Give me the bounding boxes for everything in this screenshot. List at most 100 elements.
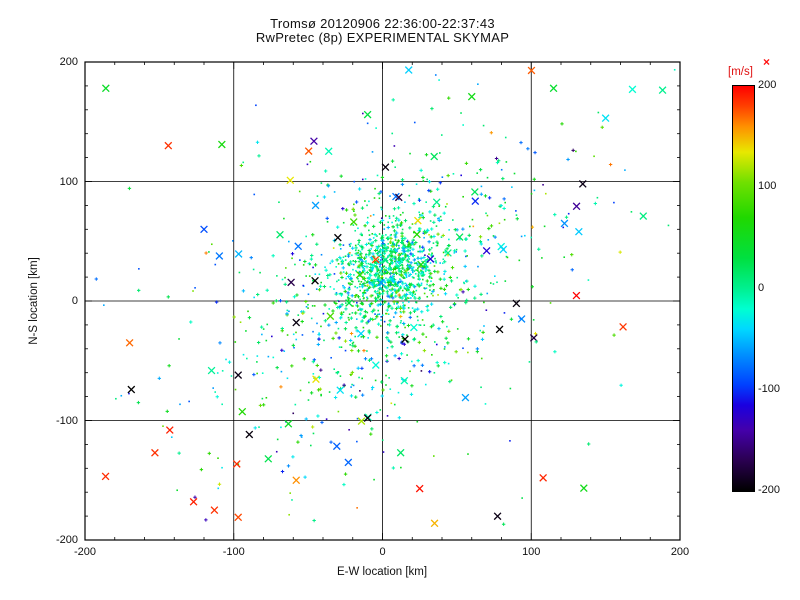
data-point-plus xyxy=(553,212,557,217)
data-point-dot xyxy=(308,275,311,277)
data-point-plus xyxy=(303,475,307,479)
data-point-dot xyxy=(409,264,411,266)
data-point-dot xyxy=(356,294,358,296)
data-point-dot xyxy=(418,271,420,274)
data-point-plus xyxy=(392,207,397,211)
data-point-dot xyxy=(455,251,458,253)
data-point-dot xyxy=(378,250,381,253)
data-point-dot xyxy=(480,386,482,389)
data-point-plus xyxy=(136,400,141,405)
data-point-dot xyxy=(120,394,123,397)
data-point-dot xyxy=(411,223,414,225)
data-point-plus xyxy=(427,268,431,273)
data-point-dot xyxy=(362,293,365,296)
data-point-dot xyxy=(359,289,362,292)
data-point-cross xyxy=(401,335,409,344)
data-point-dot xyxy=(353,274,355,276)
data-point-plus xyxy=(348,338,353,343)
data-point-dot xyxy=(442,258,445,261)
data-point-cross xyxy=(426,255,435,263)
data-point-dot xyxy=(452,173,455,175)
data-point-cross xyxy=(470,188,479,196)
y-tick-label: 200 xyxy=(59,56,78,68)
data-point-plus xyxy=(365,270,370,275)
data-point-plus xyxy=(367,248,371,253)
colorbar-tick-label: -200 xyxy=(758,484,781,496)
data-point-dot xyxy=(281,278,284,281)
data-point-cross xyxy=(400,376,409,385)
data-point-dot xyxy=(354,335,357,338)
data-point-plus xyxy=(370,243,374,248)
data-point-dot xyxy=(280,370,283,373)
data-point-dot xyxy=(541,257,543,259)
data-point-dot xyxy=(286,377,289,380)
data-point-plus xyxy=(411,247,415,251)
data-point-dot xyxy=(367,287,370,290)
data-point-dot xyxy=(380,279,383,281)
data-point-cross xyxy=(371,255,380,264)
data-point-dot xyxy=(393,303,396,305)
data-point-dot xyxy=(221,466,223,469)
data-point-dot xyxy=(355,304,357,307)
data-point-plus xyxy=(370,282,374,286)
data-point-plus xyxy=(335,305,340,310)
data-point-dot xyxy=(354,296,357,298)
data-point-dot xyxy=(292,333,295,336)
data-point-cross xyxy=(324,147,333,156)
data-point-dot xyxy=(346,296,349,298)
data-point-plus xyxy=(412,258,417,262)
data-point-plus xyxy=(315,363,319,368)
data-point-dot xyxy=(413,262,416,265)
data-point-plus xyxy=(256,340,261,345)
data-point-plus xyxy=(199,467,204,472)
data-point-dot xyxy=(500,168,503,171)
data-point-dot xyxy=(396,301,398,303)
data-point-dot xyxy=(217,487,220,490)
data-point-plus xyxy=(365,265,369,269)
data-point-dot xyxy=(362,295,364,297)
data-point-dot xyxy=(414,293,417,296)
data-point-cross xyxy=(312,375,320,384)
data-point-dot xyxy=(372,266,374,269)
data-point-dot xyxy=(377,290,379,292)
data-point-plus xyxy=(499,203,503,208)
data-point-plus xyxy=(427,188,431,193)
data-point-dot xyxy=(381,298,384,301)
data-point-dot xyxy=(357,227,359,230)
data-point-plus xyxy=(570,268,574,272)
data-point-dot xyxy=(396,285,398,288)
data-point-cross xyxy=(215,252,224,260)
data-point-dot xyxy=(379,293,382,296)
data-point-dot xyxy=(255,104,257,107)
data-point-plus xyxy=(311,359,316,364)
data-point-dot xyxy=(383,269,386,272)
data-point-plus xyxy=(271,254,275,258)
data-point-dot xyxy=(394,239,397,241)
data-point-dot xyxy=(369,215,372,217)
data-point-dot xyxy=(405,289,408,292)
data-point-plus xyxy=(362,276,367,281)
data-point-dot xyxy=(446,203,448,205)
data-point-plus xyxy=(401,275,405,279)
data-point-dot xyxy=(339,258,342,260)
data-point-plus xyxy=(440,320,445,324)
data-point-cross xyxy=(164,141,173,150)
data-point-plus xyxy=(618,250,622,254)
data-point-plus xyxy=(387,323,392,327)
data-point-dot xyxy=(418,211,420,214)
data-point-plus xyxy=(502,206,506,211)
data-point-plus xyxy=(401,332,405,337)
data-point-plus xyxy=(515,217,519,221)
data-point-dot xyxy=(388,295,390,298)
data-point-plus xyxy=(392,300,396,304)
data-point-dot xyxy=(492,283,495,285)
data-point-plus xyxy=(395,231,399,235)
data-point-plus xyxy=(394,306,399,311)
data-point-plus xyxy=(420,310,424,314)
data-point-plus xyxy=(373,289,378,294)
data-point-dot xyxy=(332,247,335,249)
data-point-plus xyxy=(397,257,401,261)
data-point-plus xyxy=(424,268,428,272)
data-point-plus xyxy=(335,225,340,229)
data-point-dot xyxy=(426,178,429,181)
